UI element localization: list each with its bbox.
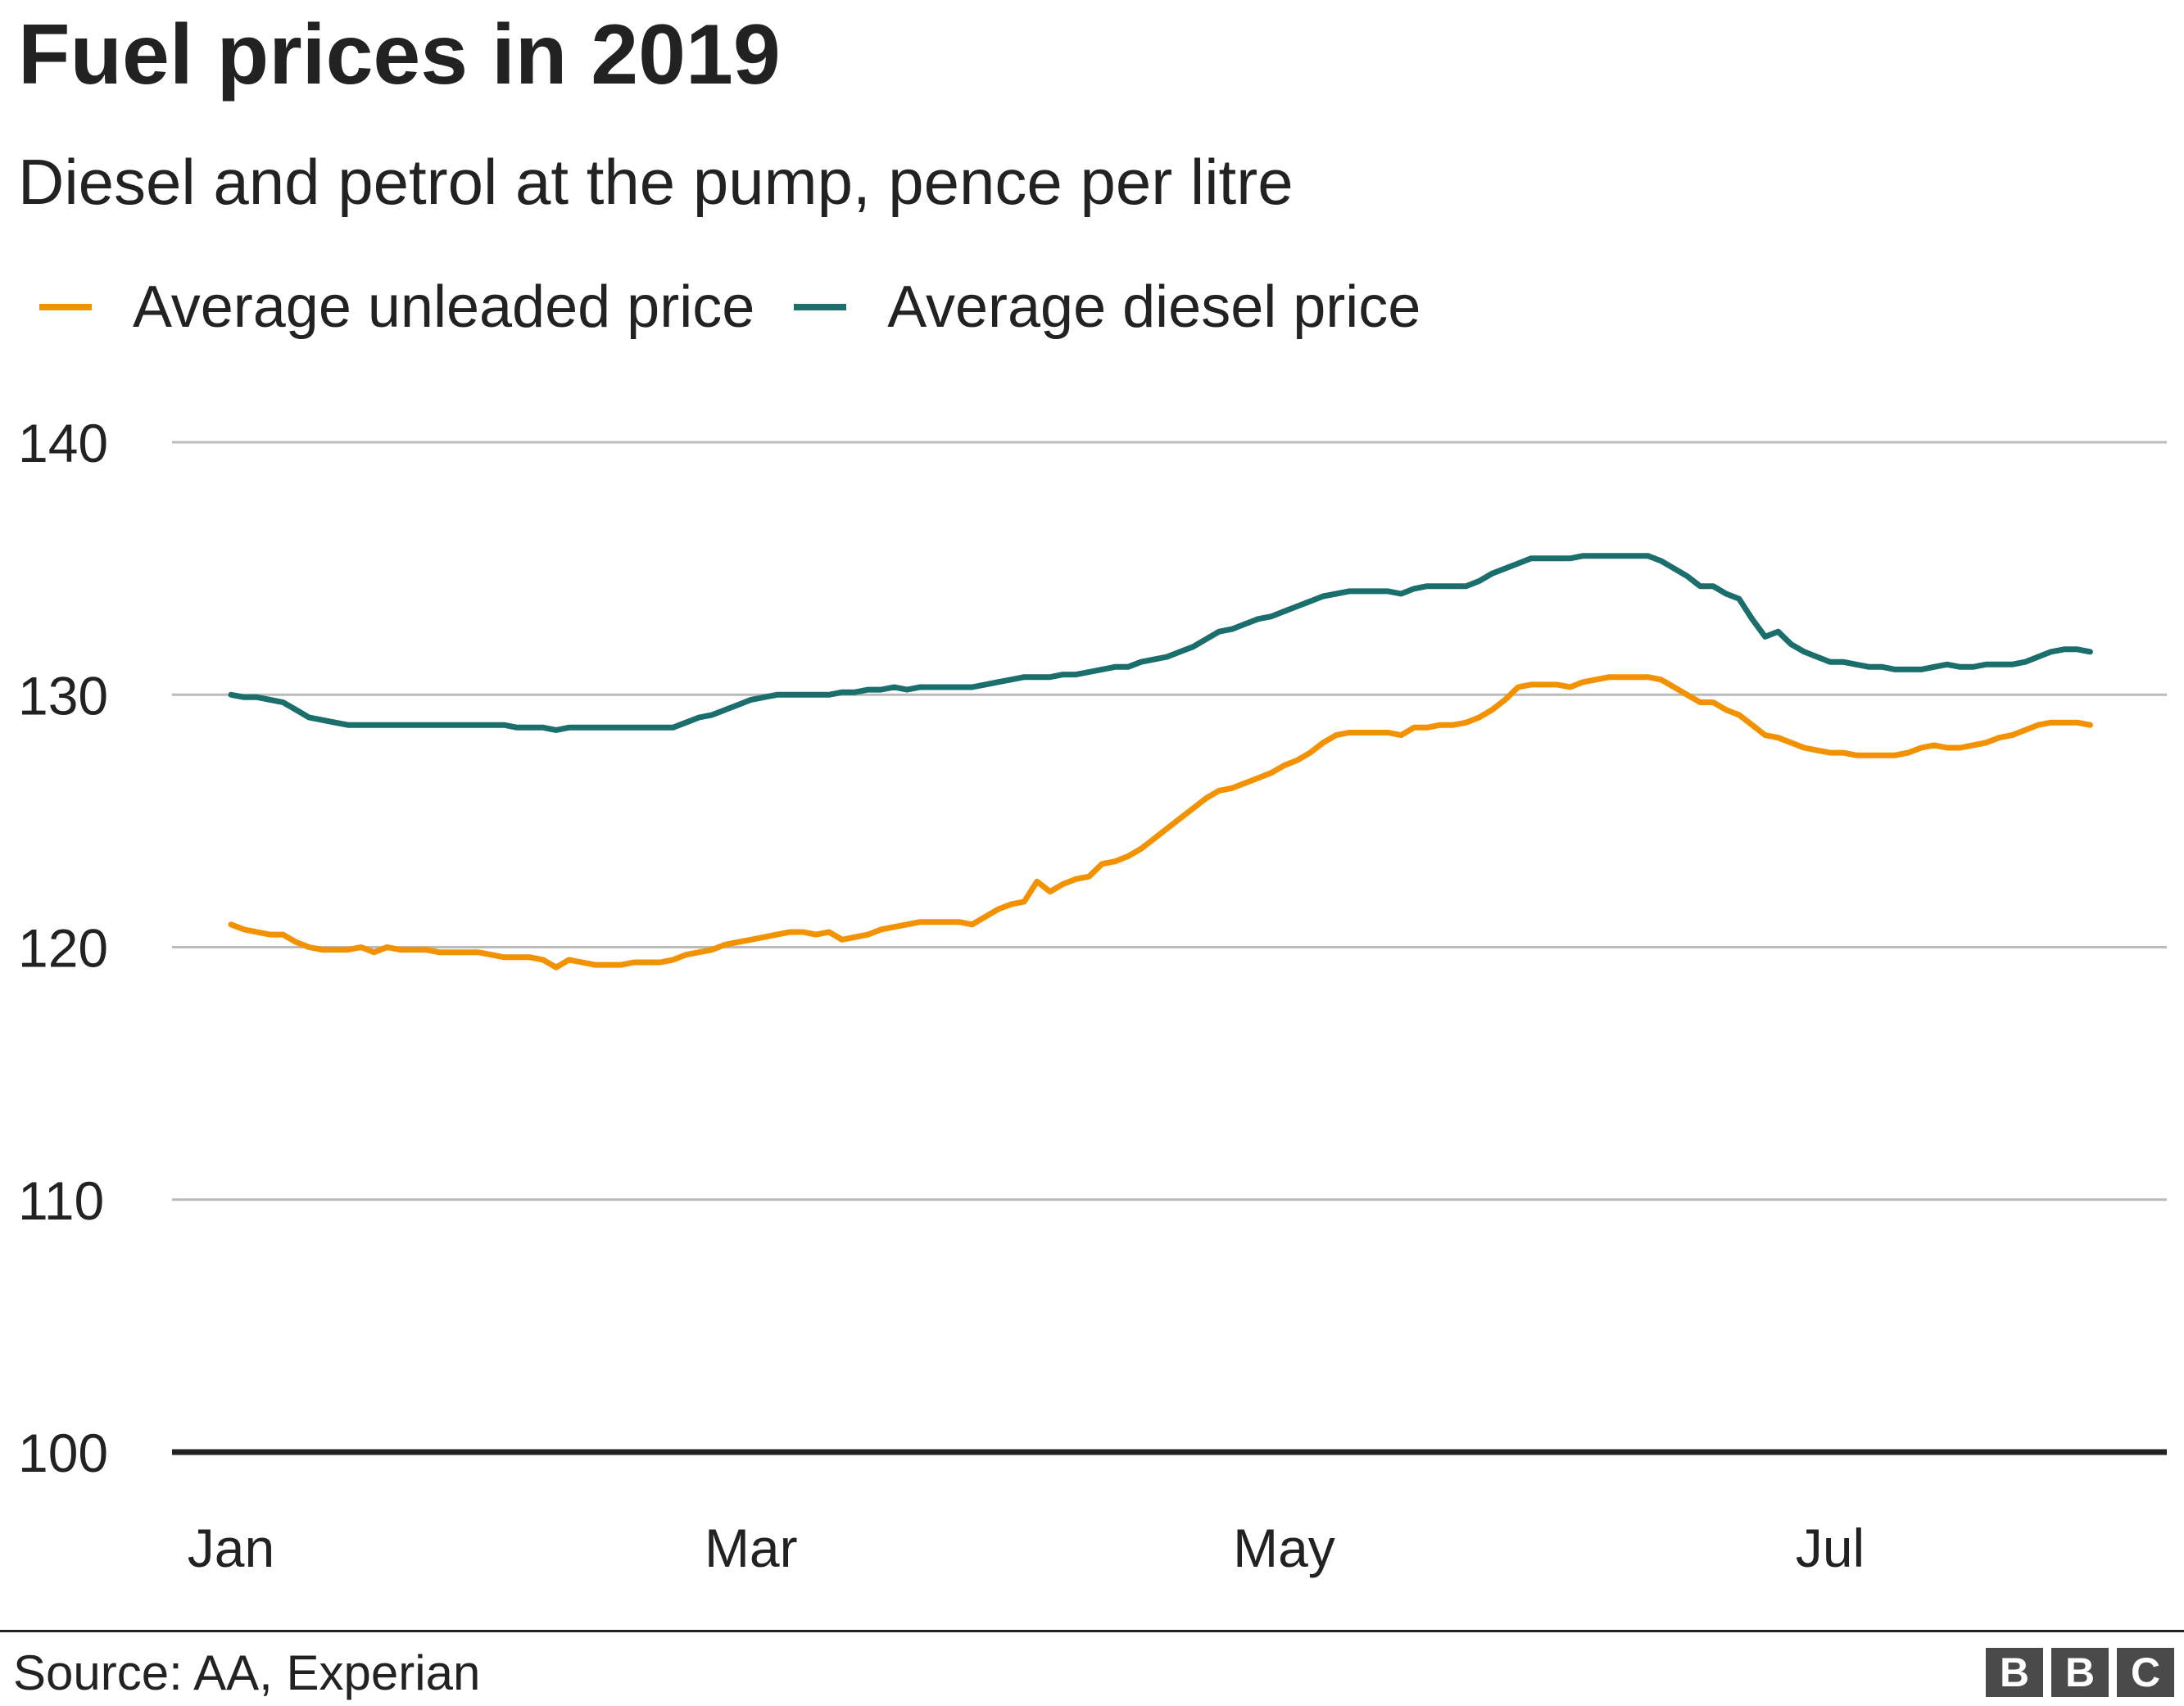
y-tick-label: 140 bbox=[18, 413, 108, 473]
series-line-unleaded bbox=[228, 674, 2093, 971]
legend-item-diesel: Average diesel price bbox=[794, 274, 1421, 341]
x-tick-label: Jan bbox=[188, 1518, 274, 1578]
x-tick-label: Jul bbox=[1796, 1518, 1865, 1578]
bbc-logo-letter: B bbox=[1986, 1648, 2043, 1697]
source-note: Source: AA, Experian bbox=[13, 1645, 481, 1700]
chart-subtitle: Diesel and petrol at the pump, pence per… bbox=[18, 146, 1294, 218]
series-line-diesel bbox=[228, 553, 2093, 733]
legend-label-diesel: Average diesel price bbox=[887, 274, 1421, 340]
chart-legend: Average unleaded price Average diesel pr… bbox=[39, 270, 1460, 344]
x-tick-label: Mar bbox=[705, 1518, 798, 1578]
legend-swatch-diesel bbox=[794, 304, 847, 310]
y-tick-label: 100 bbox=[18, 1423, 108, 1483]
x-tick-label: May bbox=[1233, 1518, 1335, 1578]
legend-swatch-unleaded bbox=[39, 304, 92, 310]
y-tick-label: 120 bbox=[18, 918, 108, 979]
bbc-logo: B B C bbox=[1986, 1648, 2174, 1697]
line-chart: 100 110 120 130 140 Jan Mar May Jul bbox=[18, 413, 2167, 1578]
legend-label-unleaded: Average unleaded price bbox=[133, 274, 755, 340]
bbc-logo-letter: B bbox=[2051, 1648, 2109, 1697]
chart-title: Fuel prices in 2019 bbox=[18, 7, 781, 102]
y-tick-label: 110 bbox=[18, 1170, 104, 1231]
bbc-logo-letter: C bbox=[2117, 1648, 2174, 1697]
legend-item-unleaded: Average unleaded price bbox=[39, 274, 754, 341]
y-tick-label: 130 bbox=[18, 665, 108, 726]
footer-divider bbox=[0, 1630, 2184, 1632]
